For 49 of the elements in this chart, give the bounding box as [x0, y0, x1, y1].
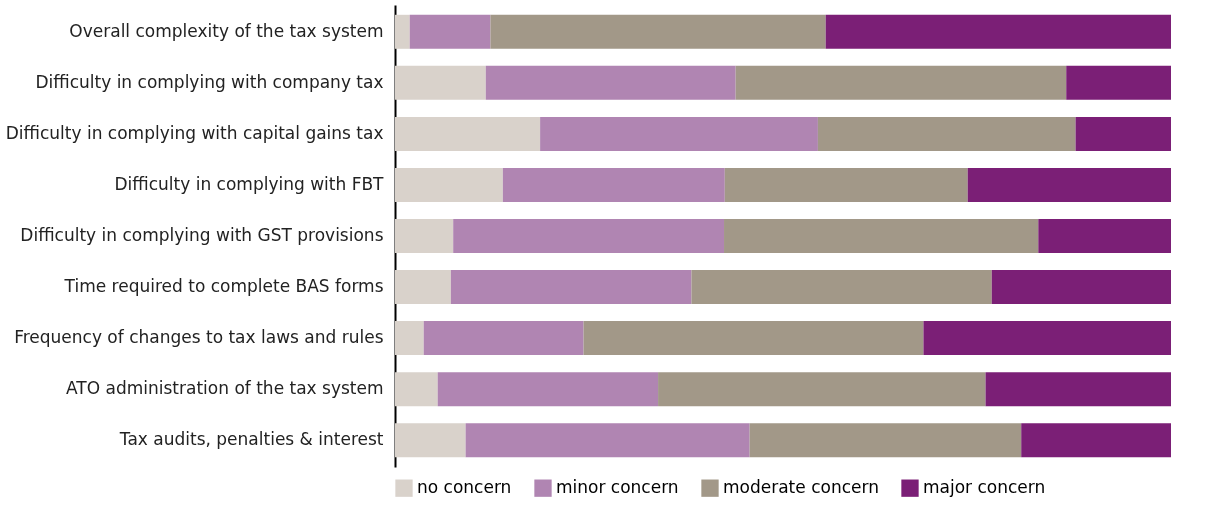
- bar: [395, 372, 438, 407]
- bar: [485, 65, 736, 100]
- bar: [395, 270, 451, 305]
- bar: [749, 423, 1022, 458]
- bar: [724, 219, 1039, 253]
- y-tick-label: Overall complexity of the tax system: [69, 20, 384, 41]
- bar: [395, 321, 424, 356]
- bar: [395, 423, 466, 458]
- bar: [817, 116, 1076, 151]
- bar: [423, 321, 584, 356]
- bar: [825, 14, 1171, 49]
- bar: [453, 219, 725, 253]
- bar: [395, 219, 454, 253]
- bar: [465, 423, 750, 458]
- bar: [1021, 423, 1171, 458]
- bar: [450, 270, 692, 305]
- legend-label: no concern: [417, 477, 512, 498]
- y-tick-label: Tax audits, penalties & interest: [118, 429, 384, 450]
- y-tick-label: Frequency of changes to tax laws and rules: [14, 327, 384, 348]
- bar: [490, 14, 826, 49]
- bar: [985, 372, 1171, 407]
- legend-label: major concern: [923, 477, 1046, 498]
- y-tick-label: ATO administration of the tax system: [66, 378, 384, 399]
- bar: [1038, 219, 1171, 253]
- y-tick-label: Difficulty in complying with GST provisions: [20, 225, 384, 245]
- bar: [583, 321, 924, 356]
- bar: [991, 270, 1171, 305]
- bar: [437, 372, 659, 407]
- y-tick-label: Difficulty in complying with capital gains tax: [5, 122, 384, 143]
- bar: [540, 116, 818, 151]
- y-tick-label: Time required to complete BAS forms: [63, 276, 384, 297]
- bar: [395, 14, 410, 49]
- bar: [502, 167, 725, 202]
- bar: [967, 167, 1171, 202]
- bar: [923, 321, 1171, 356]
- bar: [1075, 116, 1171, 151]
- bar: [1066, 65, 1171, 100]
- bar: [395, 65, 486, 100]
- bar: [691, 270, 992, 305]
- legend-label: moderate concern: [723, 477, 879, 498]
- y-tick-label: Difficulty in complying with company tax: [35, 71, 384, 92]
- bar: [409, 14, 491, 49]
- bar: [395, 167, 503, 202]
- bar: [724, 167, 968, 202]
- bar: [658, 372, 986, 407]
- bar: [735, 65, 1067, 100]
- bar: [395, 116, 541, 151]
- legend-label: minor concern: [556, 477, 679, 498]
- y-tick-label: Difficulty in complying with FBT: [114, 173, 385, 194]
